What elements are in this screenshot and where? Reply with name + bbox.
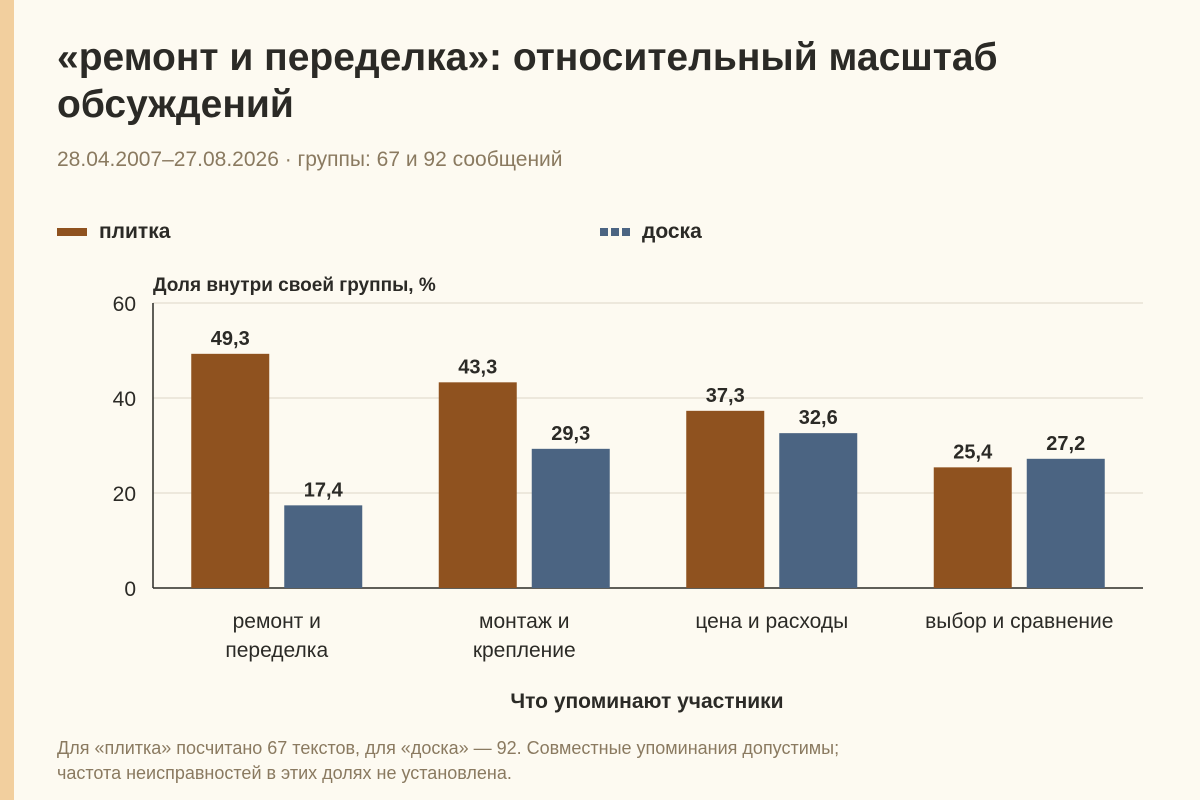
bar-doska bbox=[284, 505, 363, 588]
bar-value-label: 43,3 bbox=[458, 356, 497, 378]
y-tick-label: 20 bbox=[113, 483, 136, 506]
bar-value-label: 29,3 bbox=[551, 423, 590, 445]
bar-value-label: 32,6 bbox=[799, 407, 838, 429]
bar-value-label: 37,3 bbox=[706, 385, 745, 407]
bar-doska bbox=[531, 448, 610, 588]
bar-doska bbox=[1026, 458, 1105, 588]
legend-item-doska: доска bbox=[600, 220, 702, 244]
footnote: Для «плитка» посчитано 67 текстов, для «… bbox=[57, 736, 1157, 786]
bar-value-label: 49,3 bbox=[211, 328, 250, 350]
chart-subtitle: 28.04.2007–27.08.2026 · группы: 67 и 92 … bbox=[57, 148, 563, 171]
chart-title: «ремонт и переделка»: относительный масш… bbox=[57, 36, 998, 126]
bar-plitka bbox=[191, 353, 270, 588]
legend-label-plitka: плитка bbox=[99, 220, 171, 243]
x-tick-label: цена и расходы bbox=[695, 610, 848, 633]
y-tick-label: 60 bbox=[113, 293, 136, 316]
footnote-line-2: частота неисправностей в этих долях не у… bbox=[57, 763, 512, 783]
bar-value-label: 25,4 bbox=[953, 441, 993, 463]
bar-value-label: 17,4 bbox=[304, 479, 344, 501]
legend-label-doska: доска bbox=[642, 220, 702, 243]
x-tick-label: выбор и сравнение bbox=[925, 610, 1113, 633]
x-tick-label: ремонт и bbox=[233, 610, 321, 633]
legend-swatch-doska bbox=[600, 228, 630, 236]
x-tick-label: монтаж и bbox=[479, 610, 569, 633]
legend-item-plitka: плитка bbox=[57, 220, 170, 244]
bar-plitka bbox=[686, 410, 765, 588]
footnote-line-1: Для «плитка» посчитано 67 текстов, для «… bbox=[57, 738, 840, 758]
bar-plitka bbox=[933, 467, 1012, 588]
bar-plitka bbox=[438, 382, 517, 588]
x-tick-label: переделка bbox=[225, 639, 328, 662]
bar-doska bbox=[779, 433, 858, 588]
bar-value-label: 27,2 bbox=[1046, 433, 1085, 455]
y-tick-label: 0 bbox=[124, 578, 136, 601]
y-tick-label: 40 bbox=[113, 388, 136, 411]
legend-swatch-plitka bbox=[57, 228, 87, 236]
y-axis-label: Доля внутри своей группы, % bbox=[153, 275, 436, 296]
x-axis-label: Что упоминают участники bbox=[510, 690, 783, 713]
accent-strip bbox=[0, 0, 14, 800]
x-tick-label: крепление bbox=[473, 639, 576, 662]
